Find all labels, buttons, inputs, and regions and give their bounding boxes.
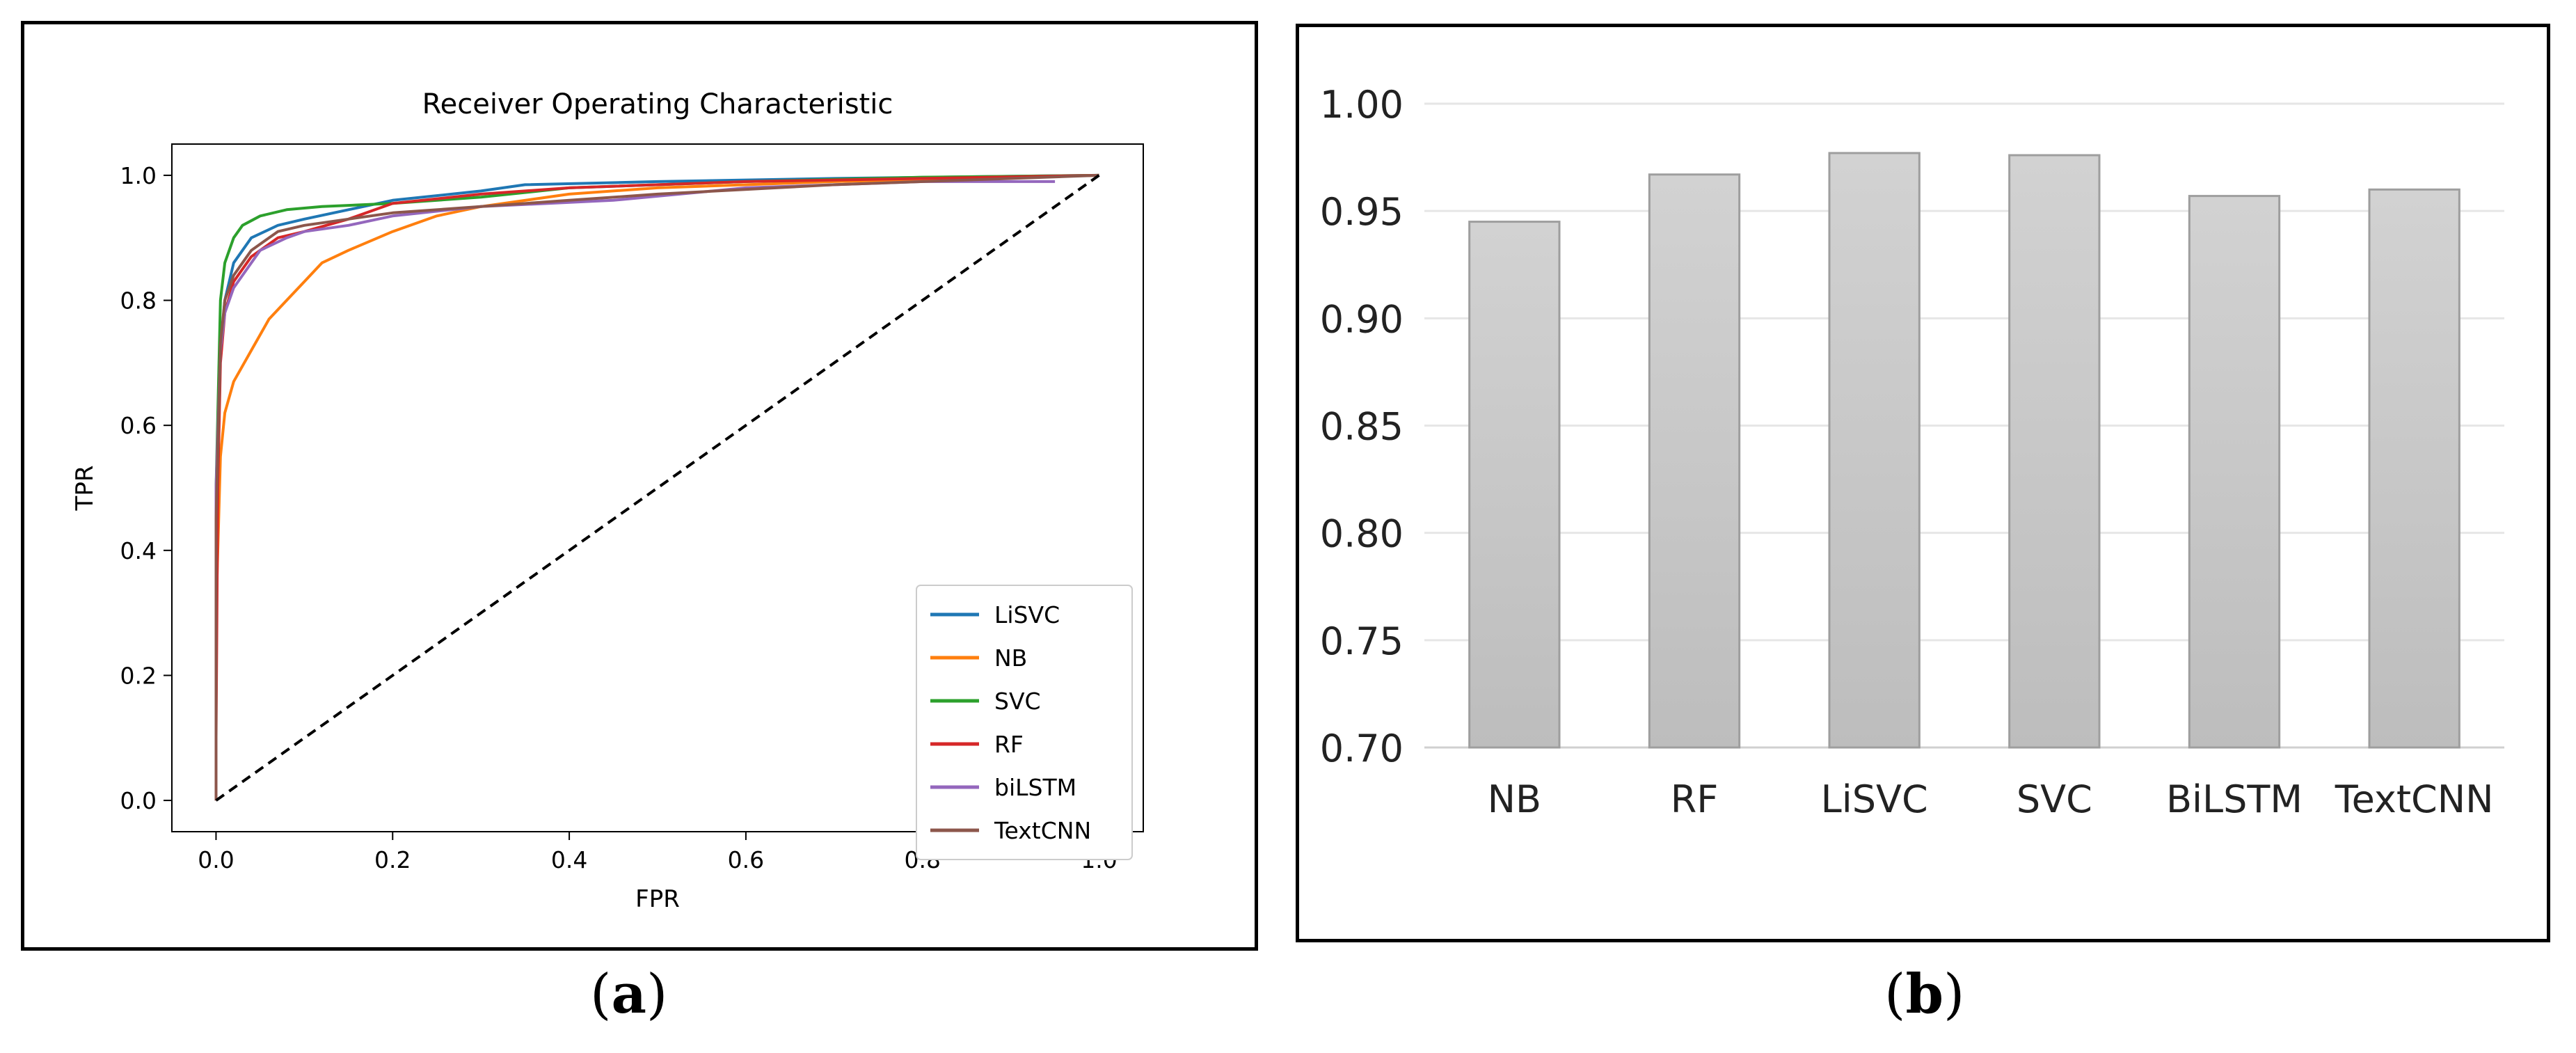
y-tick-label: 0.70	[1320, 727, 1404, 770]
x-tick-label: 0.0	[198, 846, 234, 873]
y-tick-label: 0.85	[1320, 405, 1404, 449]
caption-a: (a)	[590, 963, 668, 1026]
legend-label-nb: NB	[994, 644, 1027, 672]
legend-box	[916, 585, 1133, 860]
x-category-label: SVC	[2017, 777, 2092, 821]
y-tick-label: 0.95	[1320, 190, 1404, 234]
legend-label-bilstm: biLSTM	[994, 774, 1076, 801]
legend: LiSVC NB SVC RF biLSTM TextCNN	[916, 585, 1133, 860]
panel-a-roc-chart: Receiver Operating Characteristic 0.0 0.2…	[21, 21, 1258, 951]
panel-b-bar-chart: 0.70 0.75 0.80 0.85 0.90 0.95 1.00 NB RF LiSVC SV…	[1296, 24, 2550, 942]
y-tick-label: 0.90	[1320, 297, 1404, 341]
legend-label-textcnn: TextCNN	[994, 817, 1091, 844]
y-tick-label: 1.00	[1320, 83, 1404, 127]
roc-chart-svg: Receiver Operating Characteristic 0.0 0.2…	[71, 88, 1144, 913]
y-tick-label: 0.80	[1320, 512, 1404, 556]
chance-diagonal-line	[215, 174, 1100, 802]
bar-bilstm	[2188, 195, 2281, 749]
x-category-label: BiLSTM	[2166, 777, 2303, 821]
legend-label-rf: RF	[994, 731, 1024, 758]
y-tick-label: 0.2	[120, 662, 157, 689]
y-axis-label: TPR	[71, 466, 99, 512]
caption-b: (b)	[1884, 963, 1965, 1026]
bar-rf	[1648, 173, 1741, 749]
x-category-label: NB	[1488, 777, 1541, 821]
y-tick-label: 1.0	[120, 162, 157, 189]
x-category-label: TextCNN	[2335, 777, 2494, 821]
x-axis-label: FPR	[635, 885, 680, 913]
bar-svc	[2008, 154, 2101, 749]
plot-frame	[171, 143, 1144, 832]
y-tick-label: 0.6	[120, 412, 157, 439]
bar-chart-svg: 0.70 0.75 0.80 0.85 0.90 0.95 1.00 NB RF LiSVC SV…	[1320, 83, 2504, 821]
x-category-label: RF	[1671, 777, 1719, 821]
bar-lisvc	[1828, 152, 1921, 749]
chart-title: Receiver Operating Characteristic	[422, 88, 893, 120]
y-tick-label: 0.4	[120, 537, 157, 564]
bar-nb	[1468, 221, 1561, 749]
bar-textcnn	[2368, 188, 2460, 749]
legend-label-lisvc: LiSVC	[994, 601, 1060, 628]
x-tick-label: 0.2	[374, 846, 411, 873]
legend-label-svc: SVC	[994, 688, 1041, 715]
y-tick-label: 0.75	[1320, 619, 1404, 663]
y-tick-label: 0.0	[120, 787, 157, 814]
y-tick-label: 0.8	[120, 287, 157, 315]
x-tick-label: 0.4	[551, 846, 587, 873]
x-category-label: LiSVC	[1821, 777, 1928, 821]
x-tick-label: 0.6	[728, 846, 764, 873]
roc-line-textcnn	[214, 173, 1099, 801]
roc-line-nb	[214, 173, 1099, 801]
